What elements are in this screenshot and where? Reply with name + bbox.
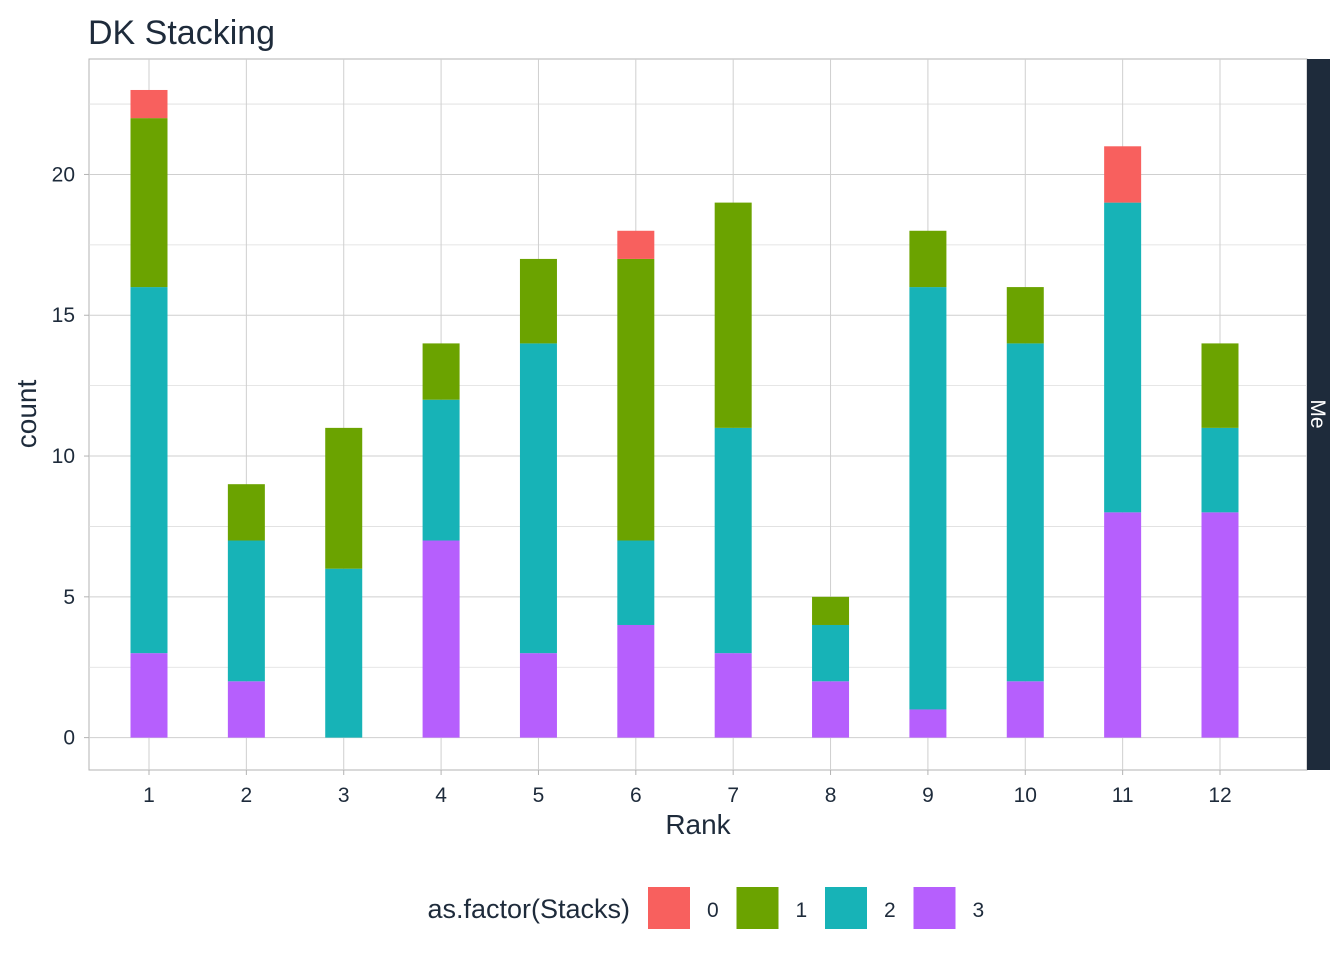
x-axis-title: Rank — [665, 809, 731, 840]
y-tick-label: 20 — [52, 163, 75, 186]
x-tick-label: 10 — [1014, 784, 1037, 807]
x-tick-label: 2 — [241, 784, 253, 807]
legend-label-3: 3 — [973, 899, 985, 922]
x-tick-label: 1 — [143, 784, 155, 807]
bar-rank-1-stacks-3 — [131, 653, 168, 737]
legend-title: as.factor(Stacks) — [427, 894, 630, 924]
bar-rank-6-stacks-1 — [617, 259, 654, 541]
bar-rank-7-stacks-3 — [715, 653, 752, 737]
bar-rank-5-stacks-3 — [520, 653, 557, 737]
bar-rank-10-stacks-1 — [1007, 287, 1044, 343]
x-tick-label: 3 — [338, 784, 350, 807]
y-axis: 0 5 10 15 20 — [52, 163, 89, 749]
bar-rank-1-stacks-2 — [131, 287, 168, 653]
bar-rank-12-stacks-1 — [1202, 343, 1239, 427]
bar-rank-4-stacks-1 — [423, 343, 460, 399]
bar-rank-6-stacks-3 — [617, 625, 654, 738]
legend-label-2: 2 — [884, 899, 896, 922]
bar-rank-11-stacks-3 — [1104, 512, 1141, 737]
bar-rank-10-stacks-2 — [1007, 343, 1044, 681]
bar-rank-7-stacks-2 — [715, 428, 752, 653]
bar-rank-11-stacks-2 — [1104, 203, 1141, 513]
facet-strip-label: Me — [1306, 399, 1329, 428]
x-tick-label: 11 — [1112, 784, 1134, 807]
bar-rank-5-stacks-1 — [520, 259, 557, 343]
x-tick-label: 4 — [435, 784, 447, 807]
bar-rank-1-stacks-0 — [131, 90, 168, 118]
bar-rank-12-stacks-2 — [1202, 428, 1239, 512]
bar-rank-2-stacks-1 — [228, 484, 265, 540]
x-axis: 1 2 3 4 5 6 7 8 9 10 11 12 — [143, 770, 1232, 807]
bar-rank-4-stacks-3 — [423, 541, 460, 738]
bar-rank-5-stacks-2 — [520, 343, 557, 653]
x-tick-label: 8 — [825, 784, 837, 807]
bar-rank-4-stacks-2 — [423, 400, 460, 541]
x-tick-label: 9 — [922, 784, 934, 807]
x-tick-label: 7 — [727, 784, 739, 807]
legend-label-1: 1 — [796, 899, 808, 922]
y-tick-label: 0 — [63, 727, 75, 750]
bar-rank-9-stacks-3 — [909, 709, 946, 737]
bar-rank-8-stacks-2 — [812, 625, 849, 681]
bar-rank-9-stacks-2 — [909, 287, 946, 709]
x-tick-label: 5 — [533, 784, 545, 807]
legend-key-3 — [914, 887, 956, 929]
legend-key-2 — [825, 887, 867, 929]
bar-rank-2-stacks-2 — [228, 541, 265, 682]
x-tick-label: 6 — [630, 784, 642, 807]
bar-rank-8-stacks-3 — [812, 681, 849, 737]
legend-key-1 — [737, 887, 779, 929]
legend: as.factor(Stacks) 0 1 2 3 — [427, 887, 984, 929]
y-tick-label: 5 — [63, 586, 75, 609]
legend-key-0 — [648, 887, 690, 929]
bar-rank-8-stacks-1 — [812, 597, 849, 625]
y-axis-title: count — [11, 380, 42, 449]
bar-rank-2-stacks-3 — [228, 681, 265, 737]
chart-title: DK Stacking — [88, 14, 275, 52]
bar-rank-9-stacks-1 — [909, 231, 946, 287]
bar-rank-3-stacks-2 — [325, 569, 362, 738]
bar-rank-1-stacks-1 — [131, 118, 168, 287]
bar-rank-11-stacks-0 — [1104, 146, 1141, 202]
bar-rank-6-stacks-2 — [617, 541, 654, 625]
bar-rank-6-stacks-0 — [617, 231, 654, 259]
bar-rank-7-stacks-1 — [715, 203, 752, 428]
y-tick-label: 15 — [52, 304, 75, 327]
y-tick-label: 10 — [52, 445, 75, 468]
x-tick-label: 12 — [1208, 784, 1231, 807]
bar-rank-10-stacks-3 — [1007, 681, 1044, 737]
legend-label-0: 0 — [707, 899, 719, 922]
bar-rank-3-stacks-1 — [325, 428, 362, 569]
bar-rank-12-stacks-3 — [1202, 512, 1239, 737]
